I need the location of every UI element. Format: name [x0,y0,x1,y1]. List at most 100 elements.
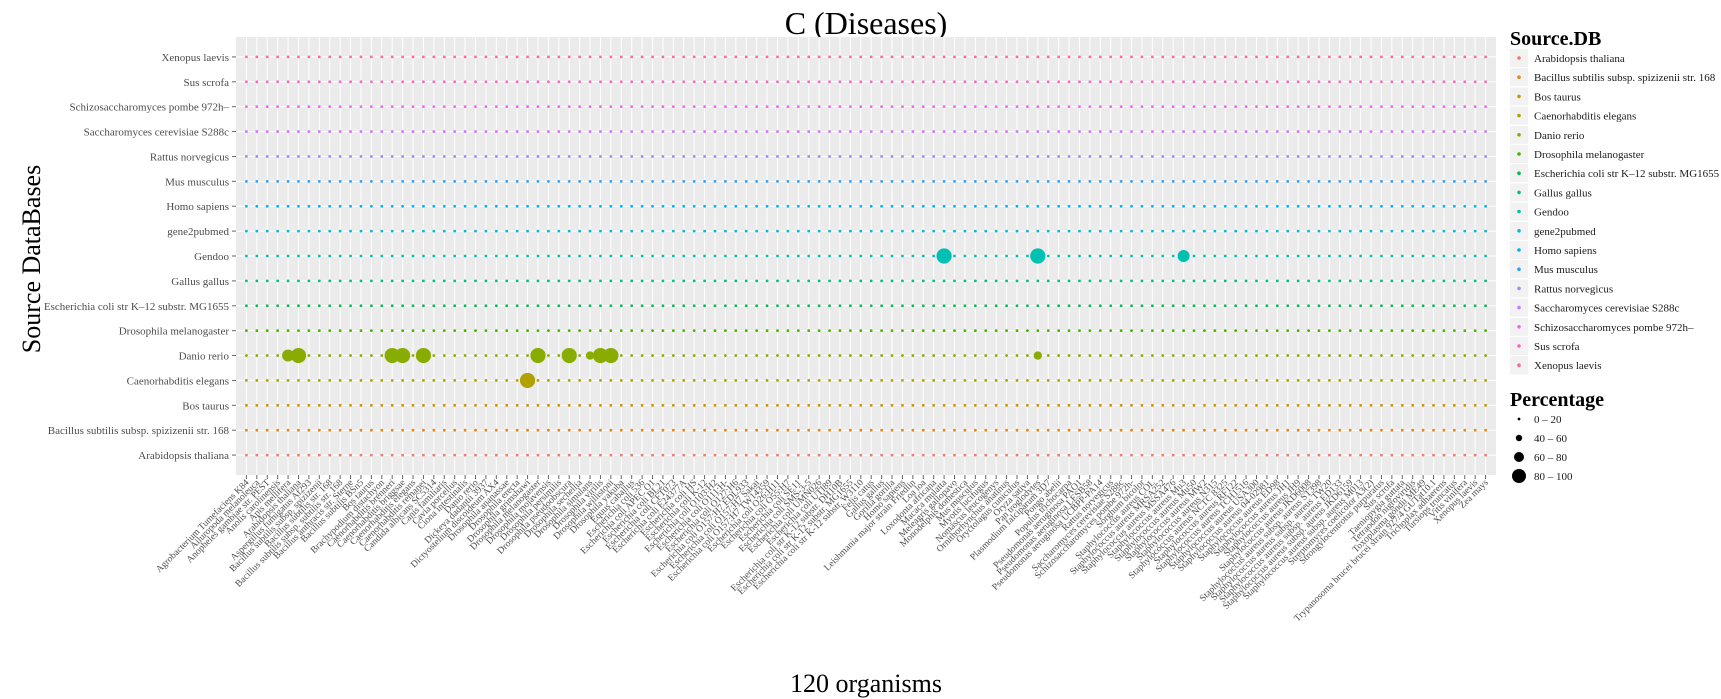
data-point [1275,304,1279,308]
data-point [786,179,790,183]
data-point [1317,428,1321,432]
data-point [1307,428,1310,432]
data-point [588,453,592,457]
data-point [838,379,842,382]
data-point [1161,130,1165,133]
data-point [1046,229,1050,233]
data-point [1088,329,1092,333]
data-point [1015,329,1019,333]
data-point [359,229,363,233]
data-point [1036,403,1040,407]
data-point [567,329,571,333]
data-point [1026,55,1029,59]
data-point [1286,329,1290,333]
data-point [265,329,269,333]
data-point [463,204,467,208]
data-point [359,55,363,59]
data-point [297,55,300,59]
data-point [474,105,477,109]
data-point [1442,204,1446,208]
data-point [1234,229,1238,233]
data-point [442,403,446,407]
data-point [661,204,665,208]
data-point [453,105,457,109]
data-point [869,229,873,233]
data-point [713,354,717,357]
data-point [1244,453,1248,457]
data-point [973,55,977,59]
data-point [1015,55,1019,59]
data-point [828,453,831,457]
data-point [369,105,373,109]
data-point [463,229,467,233]
data-point [1452,204,1456,208]
data-point [1463,354,1467,357]
data-point [1005,379,1008,382]
data-point [703,130,706,133]
data-point [640,229,644,233]
data-point [973,229,977,233]
data-point [1192,329,1196,333]
data-point [1171,279,1175,283]
data-point [1432,229,1435,233]
data-point [1171,453,1175,457]
data-point [807,428,811,432]
data-point [963,304,967,308]
data-point [786,279,790,283]
data-point [1359,403,1363,407]
data-point [380,279,384,283]
data-point [1421,204,1425,208]
data-point [1078,229,1081,233]
data-point [1005,155,1008,158]
data-point [765,354,769,357]
data-point [682,130,686,133]
data-point [921,403,925,407]
legend-entry-label: Caenorhabditis elegans [1534,111,1636,123]
data-point [651,55,654,59]
data-point [901,55,904,59]
data-point [588,179,592,183]
data-point [1359,55,1363,59]
data-point [1484,379,1487,382]
data-point [1067,80,1071,84]
data-point [307,204,311,208]
data-point [1026,329,1029,333]
data-point [1255,453,1258,457]
data-point [744,229,748,233]
data-point [1255,55,1258,59]
data-point [651,379,654,382]
data-point [963,379,967,382]
data-point [578,130,582,133]
data-point [1380,428,1383,432]
data-point [265,379,269,382]
legend-entry-label: Sus scrofa [1534,341,1580,353]
data-point [984,130,988,133]
data-point [651,453,654,457]
data-point [1046,105,1050,109]
data-point [1359,105,1363,109]
data-point [1098,403,1102,407]
data-point [1088,279,1092,283]
data-point [651,155,654,158]
data-point [255,155,259,158]
data-point [1067,204,1071,208]
data-point [1275,130,1279,133]
data-point [713,403,717,407]
data-point [390,204,394,208]
data-point [724,130,727,133]
data-point [1015,179,1019,183]
data-point [432,453,436,457]
data-point [724,254,727,258]
data-point [1369,80,1373,84]
data-point [630,80,634,84]
data-point [359,204,363,208]
data-point [776,329,779,333]
data-point [1432,80,1435,84]
data-point [1359,379,1363,382]
data-point [1182,304,1186,308]
data-point [1452,254,1456,258]
data-point [1088,105,1092,109]
data-point [474,379,477,382]
data-point [619,254,623,258]
data-point [432,105,436,109]
